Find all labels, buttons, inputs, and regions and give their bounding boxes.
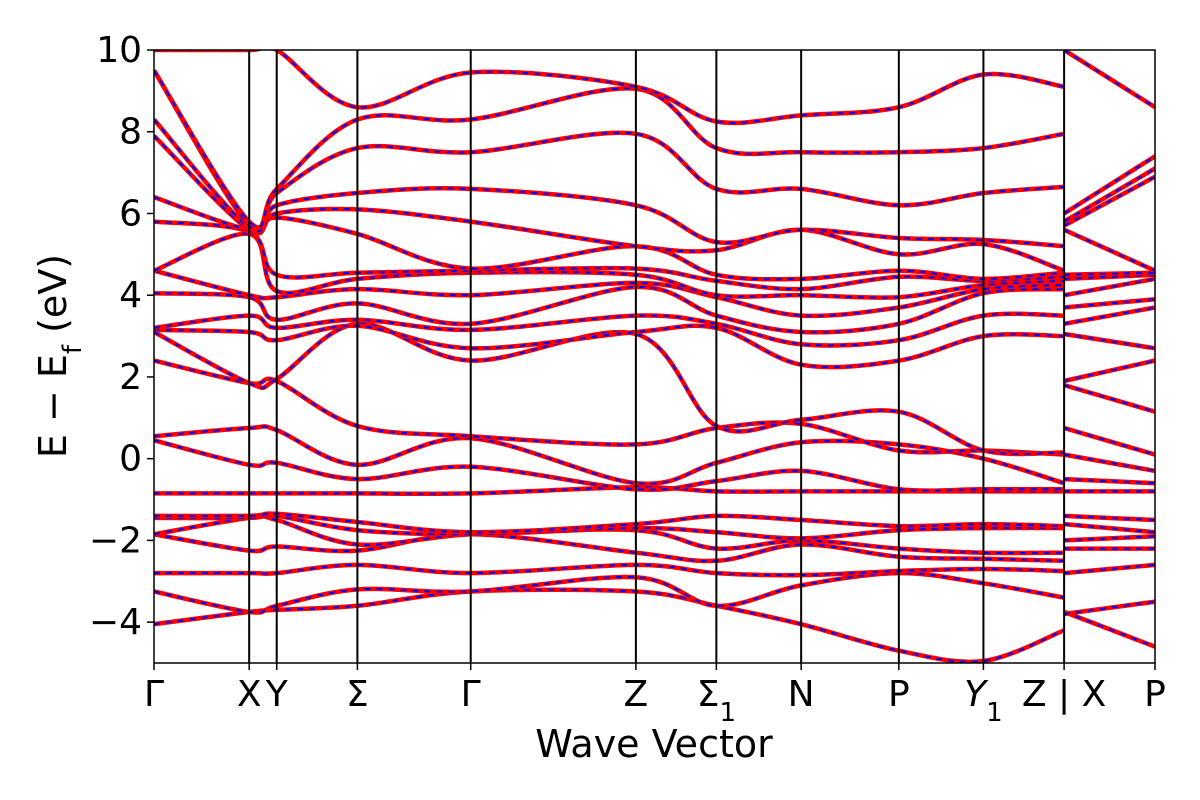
x-tick-label-1: X — [237, 674, 262, 715]
x-tick-label-10: Z | X — [1022, 674, 1106, 715]
plot-frame — [153, 49, 1156, 664]
y-tick-label-0: −4 — [89, 602, 142, 643]
x-tick-label-8: P — [888, 674, 910, 715]
band-blue-23 — [154, 50, 1155, 124]
y-axis-ticks: −4 −2 0 2 4 6 8 10 — [89, 30, 154, 643]
band-blue-2 — [154, 563, 1155, 577]
x-axis-title: Wave Vector — [535, 722, 773, 766]
x-tick-label-5: Z — [624, 674, 649, 715]
y-tick-label-5: 6 — [119, 193, 142, 234]
band-blue-1 — [154, 572, 1155, 615]
band-red-19 — [154, 134, 1155, 273]
x-tick-label-2: Y — [265, 674, 289, 715]
x-tick-label-4: Γ — [461, 674, 481, 715]
x-axis-ticks: Γ X Y Σ Γ Z Σ1 N P Y1 Z | X P — [144, 663, 1166, 728]
y-tick-label-2: 0 — [119, 439, 142, 480]
y-tick-label-6: 8 — [119, 112, 142, 153]
x-tick-label-11: P — [1144, 674, 1166, 715]
band-blue-14 — [154, 285, 1155, 334]
y-tick-label-7: 10 — [96, 30, 142, 71]
x-tick-label-0: Γ — [144, 674, 164, 715]
y-tick-label-1: −2 — [89, 520, 142, 561]
band-blue-16 — [154, 232, 1155, 299]
x-tick-label-7: N — [788, 674, 815, 715]
band-blue-15 — [154, 269, 1155, 317]
band-blue-13 — [154, 312, 1155, 350]
band-blue-21 — [154, 69, 1155, 233]
band-blue-18 — [154, 196, 1155, 281]
bands-layer — [154, 50, 1155, 663]
band-blue-3 — [154, 533, 1155, 563]
band-red-3 — [154, 532, 1155, 564]
band-blue-20 — [154, 118, 1155, 248]
band-red-11 — [154, 321, 1155, 457]
band-blue-9 — [154, 425, 1155, 485]
band-red-5 — [154, 513, 1155, 541]
band-blue-6 — [154, 512, 1155, 534]
band-blue-10 — [154, 359, 1155, 456]
x-tick-label-6: Σ1 — [697, 674, 736, 728]
x-tick-label-3: Σ — [346, 674, 369, 715]
y-axis-title: E − Ef (eV) — [31, 254, 88, 458]
x-tick-label-9: Y1 — [964, 674, 1003, 728]
kpoint-lines — [248, 50, 1066, 663]
band-blue-8 — [154, 439, 1155, 492]
band-red-10 — [154, 358, 1155, 457]
band-red-23 — [154, 50, 1155, 126]
band-blue-12 — [154, 324, 1155, 382]
band-blue-22 — [154, 69, 1155, 229]
band-blue-5 — [154, 514, 1155, 540]
y-tick-label-3: 2 — [119, 357, 142, 398]
y-tick-label-4: 4 — [119, 275, 142, 316]
